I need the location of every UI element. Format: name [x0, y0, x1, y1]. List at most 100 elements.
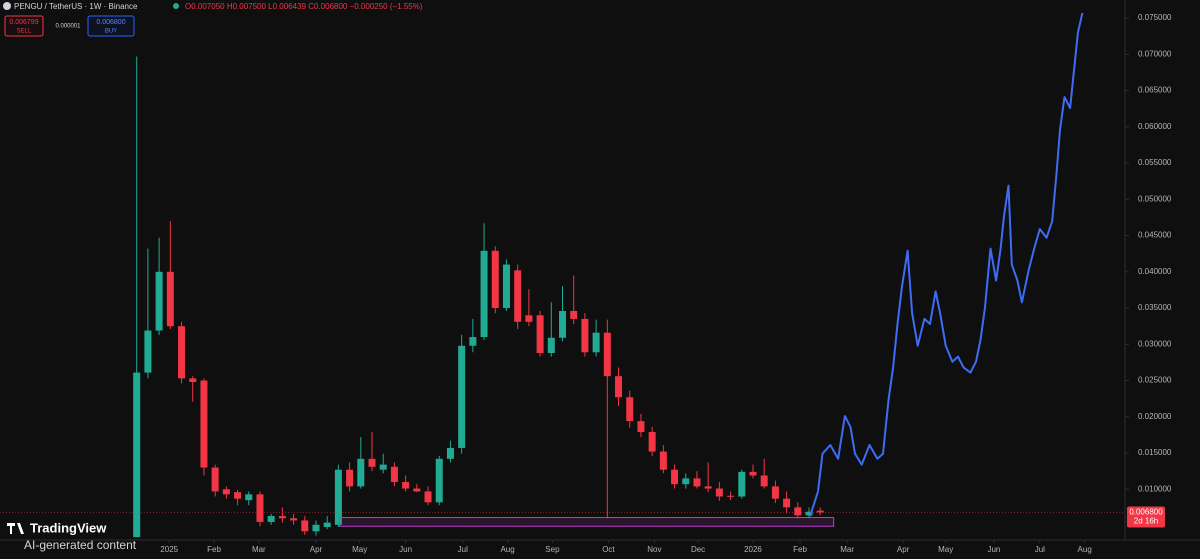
x-tick-label: Jul	[458, 545, 468, 554]
forecast-line	[809, 12, 1084, 517]
x-tick-label: May	[938, 545, 953, 554]
candle-body	[458, 345, 466, 448]
candle-body	[570, 310, 578, 319]
brand: TradingView	[30, 520, 107, 535]
candle-body	[502, 264, 510, 309]
y-tick-label: 0.070000	[1138, 49, 1172, 58]
candle-body	[637, 421, 645, 432]
y-tick-label: 0.055000	[1138, 158, 1172, 167]
candle-body	[469, 337, 477, 346]
candle-body	[749, 471, 757, 476]
x-tick-label: Feb	[207, 545, 221, 554]
candle-body	[603, 332, 611, 377]
buy-price[interactable]: 0.006800	[96, 19, 125, 26]
candle-body	[559, 310, 566, 338]
x-tick-label: Mar	[252, 545, 266, 554]
brand-logo	[7, 523, 24, 534]
candle-body	[480, 250, 488, 338]
support-zone	[339, 517, 835, 527]
candle-body	[693, 478, 701, 487]
candle-body	[704, 486, 712, 489]
x-tick-label: Aug	[500, 545, 514, 554]
candle-body	[626, 397, 634, 422]
x-tick-label: Aug	[1078, 545, 1092, 554]
candle-body	[648, 432, 656, 452]
candle-body	[760, 475, 768, 487]
y-tick-label: 0.010000	[1138, 484, 1172, 493]
buy-label[interactable]: BUY	[105, 29, 117, 35]
candle-body	[267, 516, 275, 522]
candle-body	[514, 270, 522, 322]
x-tick-label: 2026	[744, 545, 762, 554]
symbol: PENGU / TetherUS · 1W · Binance	[14, 2, 138, 11]
candle-body	[424, 491, 432, 503]
candle-body	[446, 447, 454, 459]
candle-body	[402, 482, 410, 489]
last-price-box	[1127, 506, 1165, 528]
ohlc: O0.007050 H0.007500 L0.006439 C0.006800 …	[185, 2, 423, 11]
candle-body	[323, 522, 331, 527]
candle-body	[715, 488, 723, 497]
candle-body	[659, 451, 667, 470]
sell-label[interactable]: SELL	[17, 29, 32, 35]
sell-price[interactable]: 0.006799	[9, 19, 38, 26]
candle-body	[491, 250, 499, 309]
y-tick-label: 0.065000	[1138, 86, 1172, 95]
y-tick-label: 0.050000	[1138, 194, 1172, 203]
x-tick-label: Apr	[310, 545, 323, 554]
y-tick-label: 0.045000	[1138, 231, 1172, 240]
candle-body	[682, 478, 690, 485]
y-tick-label: 0.075000	[1138, 13, 1172, 22]
candle-body	[435, 458, 443, 503]
last-price-label: 0.006800	[1129, 508, 1163, 517]
x-tick-label: Oct	[602, 545, 615, 554]
buy-button[interactable]	[87, 15, 135, 37]
candle-body	[413, 488, 421, 492]
y-tick-label: 0.015000	[1138, 448, 1172, 457]
symbol-icon	[3, 2, 11, 10]
candle-body	[222, 489, 230, 495]
candle-body	[390, 466, 398, 483]
x-tick-label: 2025	[160, 545, 178, 554]
y-tick-label: 0.035000	[1138, 303, 1172, 312]
candle-body	[133, 372, 141, 538]
x-tick-label: Jun	[399, 545, 412, 554]
candle-body	[256, 494, 264, 522]
y-tick-label: 0.040000	[1138, 267, 1172, 276]
candle-body	[536, 315, 544, 353]
candle-body	[178, 326, 186, 379]
candle-body	[312, 524, 320, 532]
candle-body	[771, 486, 779, 499]
candle-body	[525, 315, 533, 322]
candle-body	[671, 469, 679, 485]
candle-body	[379, 464, 387, 470]
x-tick-label: Apr	[897, 545, 910, 554]
candle-body	[301, 520, 309, 532]
x-tick-label: Dec	[691, 545, 705, 554]
candle-body	[278, 516, 286, 519]
candle-body	[166, 271, 174, 327]
ai-note: AI-generated content	[24, 538, 137, 552]
countdown: 2d 16h	[1134, 517, 1158, 526]
candle-body	[155, 271, 163, 331]
x-tick-label: Sep	[545, 545, 560, 554]
candle-body	[234, 492, 242, 499]
candle-body	[334, 469, 342, 525]
candle-body	[547, 337, 555, 353]
candle-body	[738, 471, 746, 497]
candle-body	[615, 376, 623, 398]
status-dot	[173, 3, 179, 9]
candle-body	[200, 380, 208, 468]
y-tick-label: 0.025000	[1138, 376, 1172, 385]
y-tick-label: 0.060000	[1138, 122, 1172, 131]
candle-body	[783, 498, 791, 508]
candle-body	[144, 330, 152, 373]
sell-button[interactable]	[4, 15, 44, 37]
y-tick-label: 0.030000	[1138, 339, 1172, 348]
y-tick-label: 0.020000	[1138, 412, 1172, 421]
candle-body	[357, 458, 365, 487]
candle-body	[346, 469, 354, 487]
candle-body	[581, 318, 589, 353]
